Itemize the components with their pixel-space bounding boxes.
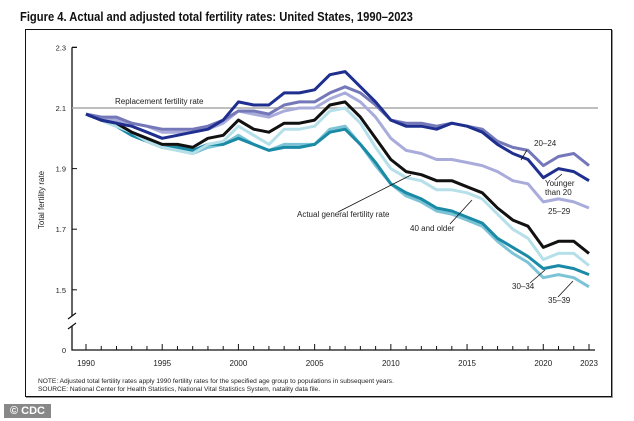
series-label: Actual general fertility rate	[297, 210, 390, 219]
series-line-20-24	[85, 85, 590, 168]
x-tick-label: 2010	[382, 359, 400, 368]
series-line-younger-than-20	[85, 70, 590, 182]
x-tick-label: 1995	[153, 359, 171, 368]
y-tick-label: 1.9	[56, 165, 66, 174]
y-tick-label: 2.3	[56, 43, 66, 52]
series-line-35-39	[85, 112, 590, 289]
y-axis-title: Total fertility rate	[37, 170, 46, 229]
y-tick-label: 1.5	[56, 286, 66, 295]
y-tick-label: 1.7	[56, 225, 66, 234]
leader-line	[529, 269, 546, 284]
leader-line	[449, 199, 473, 225]
leader-line	[554, 173, 563, 181]
leader-line	[520, 149, 528, 161]
series-label: 25–29	[548, 207, 571, 216]
series-label: 20–24	[534, 139, 557, 148]
x-tick-label: 1990	[77, 359, 95, 368]
replacement-line-label: Replacement fertility rate	[115, 97, 204, 106]
x-tick-label: 2020	[534, 359, 552, 368]
series-line-25-29	[85, 91, 590, 210]
x-tick-label: 2023	[580, 359, 598, 368]
series-label: Younger than 20	[545, 179, 575, 197]
cdc-watermark: © CDC	[4, 404, 51, 418]
y-tick-label: 2.1	[56, 104, 66, 113]
x-tick-label: 2005	[306, 359, 324, 368]
series-label: 30–34	[512, 282, 535, 291]
x-tick-label: 2015	[458, 359, 476, 368]
figure-title: Figure 4. Actual and adjusted total fert…	[20, 9, 413, 24]
figure-frame	[25, 29, 612, 397]
leader-line	[337, 174, 412, 213]
axis-break-mark	[67, 312, 77, 330]
source-text: SOURCE: National Center for Health Stati…	[38, 386, 321, 393]
series-line-actual-general-fertility-rate	[85, 100, 590, 255]
note-text: NOTE: Adjusted total fertility rates app…	[38, 378, 394, 385]
y-origin-label: 0	[62, 346, 66, 355]
x-tick-label: 2000	[230, 359, 248, 368]
series-line-40-and-older	[85, 106, 590, 267]
leader-line	[557, 280, 574, 298]
series-label: 40 and older	[410, 224, 455, 233]
series-label: 35–39	[548, 296, 571, 305]
